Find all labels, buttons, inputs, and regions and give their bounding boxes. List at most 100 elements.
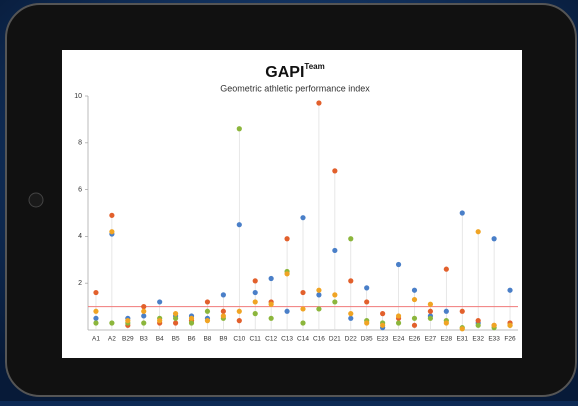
dot xyxy=(300,320,306,326)
dot xyxy=(109,212,115,218)
dot xyxy=(300,289,306,296)
dot xyxy=(220,313,226,319)
dot xyxy=(284,271,290,277)
dot xyxy=(316,292,322,298)
dot xyxy=(348,315,354,321)
dot xyxy=(443,266,449,272)
dot xyxy=(507,287,513,293)
home-button[interactable] xyxy=(28,192,44,208)
x-tick-label: B8 xyxy=(203,336,211,343)
dot xyxy=(252,289,258,296)
dot xyxy=(411,287,418,293)
dot xyxy=(348,278,354,284)
dot xyxy=(284,236,290,242)
dot xyxy=(236,222,242,228)
dot xyxy=(364,320,370,326)
x-tick-label: B4 xyxy=(156,336,164,343)
dot xyxy=(268,301,274,307)
dot xyxy=(427,315,434,321)
dot xyxy=(380,311,386,317)
chart-title: GAPITeam xyxy=(265,62,324,81)
y-tick-label: 2 xyxy=(78,280,82,287)
dot xyxy=(332,168,338,174)
x-tick-label: B3 xyxy=(140,336,148,343)
dot xyxy=(348,236,354,242)
x-tick-label: C11 xyxy=(249,336,261,343)
dot xyxy=(93,320,99,326)
y-tick-label: 4 xyxy=(78,233,82,240)
y-tick-label: 8 xyxy=(78,140,82,147)
x-tick-label: E23 xyxy=(377,336,389,343)
x-tick-label: A2 xyxy=(108,336,116,343)
dot xyxy=(443,308,449,314)
dot xyxy=(364,299,370,305)
dot xyxy=(172,311,179,317)
dot xyxy=(300,306,306,312)
x-tick-label: D22 xyxy=(345,336,357,343)
x-tick-label: E28 xyxy=(441,336,453,343)
dot xyxy=(300,215,306,221)
dot xyxy=(507,322,513,328)
dot xyxy=(93,308,99,314)
dot xyxy=(252,299,258,305)
x-tick-label: B29 xyxy=(122,336,134,343)
dot xyxy=(125,318,131,324)
x-tick-label: A1 xyxy=(92,336,100,343)
x-tick-label: B6 xyxy=(188,336,196,343)
dot xyxy=(459,326,465,332)
title-superscript: Team xyxy=(304,62,324,71)
x-tick-label: E31 xyxy=(456,336,468,343)
title-main: GAPI xyxy=(265,64,304,81)
x-tick-label: D35 xyxy=(361,336,373,343)
x-tick-label: E26 xyxy=(409,336,421,343)
dot xyxy=(475,229,481,235)
dot xyxy=(411,315,418,321)
dot xyxy=(459,308,465,314)
dot xyxy=(236,318,242,324)
dot xyxy=(141,308,147,314)
dot xyxy=(475,318,481,324)
dot xyxy=(236,126,242,132)
dot xyxy=(188,320,195,326)
dot xyxy=(332,247,338,254)
dot xyxy=(491,236,497,242)
x-tick-label: C10 xyxy=(233,336,245,343)
x-tick-label: E33 xyxy=(488,336,500,343)
dot xyxy=(443,320,449,326)
x-tick-label: C13 xyxy=(281,336,293,343)
dot xyxy=(395,320,402,326)
x-tick-label: E24 xyxy=(393,336,405,343)
dot xyxy=(459,210,465,216)
dot xyxy=(332,299,338,305)
dot xyxy=(109,229,115,235)
dot xyxy=(220,292,226,298)
x-tick-label: E32 xyxy=(472,336,484,343)
x-tick-label: D21 xyxy=(329,336,341,343)
x-tick-label: B9 xyxy=(219,336,227,343)
x-tick-label: F26 xyxy=(504,336,516,343)
dot xyxy=(204,318,211,324)
dot xyxy=(220,308,226,314)
dot xyxy=(475,322,481,328)
dot xyxy=(395,313,402,319)
y-tick-label: 10 xyxy=(74,93,82,100)
dot xyxy=(364,285,370,291)
dot xyxy=(141,304,147,310)
dot xyxy=(141,320,147,326)
dot xyxy=(427,301,434,307)
x-tick-label: C12 xyxy=(265,336,277,343)
x-tick-label: E27 xyxy=(425,336,437,343)
dot xyxy=(204,299,211,305)
dot xyxy=(236,308,242,314)
dot xyxy=(93,289,99,296)
dot xyxy=(348,311,354,317)
dot xyxy=(141,313,147,319)
dot xyxy=(427,308,434,314)
dot xyxy=(109,320,115,326)
dot xyxy=(188,315,195,321)
dot xyxy=(157,299,163,305)
dot xyxy=(252,311,258,317)
dot xyxy=(93,315,99,321)
dot xyxy=(411,322,418,328)
